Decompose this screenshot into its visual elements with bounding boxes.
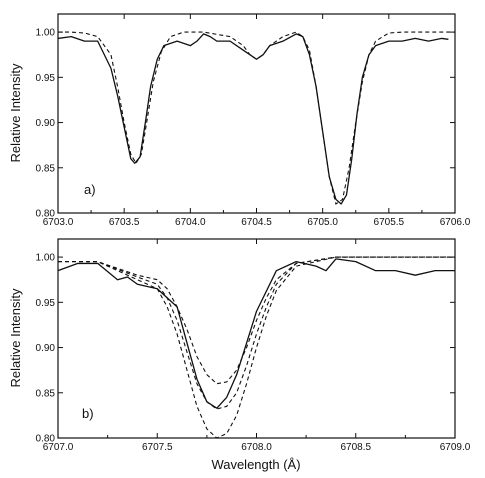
panel-a-xtick-label: 6706.0 [440, 217, 471, 228]
panel-a-dashed-curve-2 [58, 31, 455, 205]
panel-b-xtick-label: 6708.5 [340, 442, 371, 453]
panel-a-ytick-label: 0.80 [36, 209, 56, 220]
panel-b-xtick-label: 6709.0 [440, 442, 471, 453]
panel-b-frame [57, 238, 456, 439]
panel-b-xtick-label: 6708.0 [241, 442, 272, 453]
panel-a-xtick-label: 6703.5 [109, 217, 140, 228]
panel-a-xtick-label: 6704.5 [241, 217, 272, 228]
panel-b-dashed-curve-3 [58, 256, 455, 410]
panel-a-ytick-label: 1.00 [36, 28, 56, 39]
panel-a-ytick-label: 0.95 [36, 73, 56, 84]
panel-b-xlabel: Wavelength (Å) [211, 457, 300, 472]
panel-b-ytick-label: 0.85 [36, 388, 56, 399]
panel-b-solid-curve-1 [57, 258, 455, 409]
panel-b-ylabel: Relative Intensity [8, 288, 23, 387]
panel-a: Relative Intensity a) 0.80 0.85 0.90 0.95 1.… [8, 13, 471, 228]
panel-b: Relative Intensity b) Wavelength (Å) 0.8… [8, 238, 471, 472]
panel-b-ytick-label: 0.90 [36, 343, 56, 354]
panel-b-ytick-label: 0.80 [36, 434, 56, 445]
panel-b-xtick-label: 6707.5 [142, 442, 173, 453]
panel-b-ytick-label: 0.95 [36, 298, 56, 309]
panel-b-tag: b) [82, 406, 94, 421]
panel-b-dashed-curve-4 [58, 256, 455, 439]
panel-a-tag: a) [84, 182, 96, 197]
panel-a-ytick-label: 0.90 [36, 118, 56, 129]
panel-a-frame [57, 13, 456, 214]
panel-a-xtick-label: 6703.0 [43, 217, 74, 228]
panel-b-xtick-label: 6707.0 [43, 442, 74, 453]
panel-b-dashed-curve-2 [58, 256, 455, 385]
panel-a-xtick-label: 6704.0 [175, 217, 206, 228]
panel-b-ytick-label: 1.00 [36, 253, 56, 264]
panel-a-ytick-label: 0.85 [36, 163, 56, 174]
panel-a-xtick-label: 6705.5 [374, 217, 405, 228]
panel-a-xtick-label: 6705.0 [307, 217, 338, 228]
panel-a-ylabel: Relative Intensity [8, 63, 23, 162]
panel-a-solid-curve-1 [57, 33, 449, 205]
